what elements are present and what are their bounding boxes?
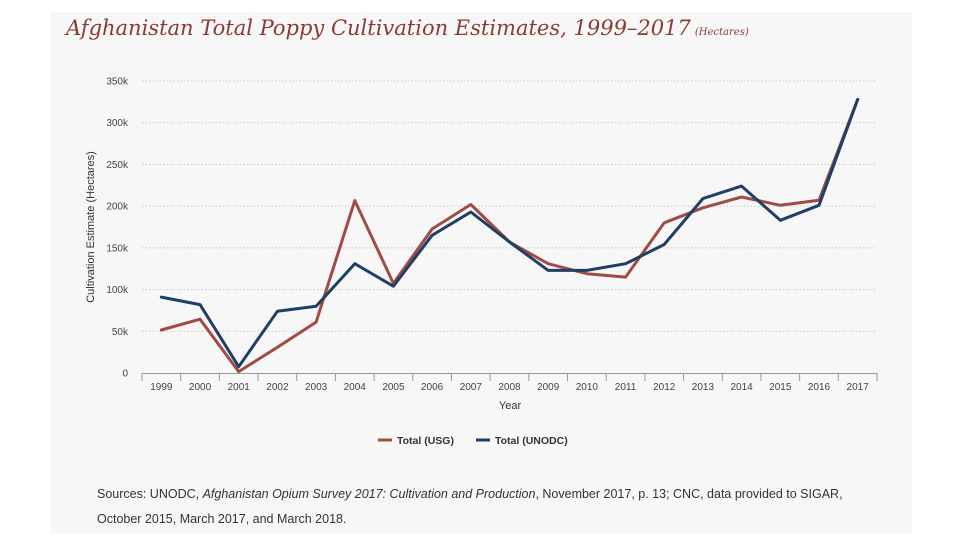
x-tick-label: 1999 [150, 382, 173, 393]
x-tick-label: 2001 [228, 382, 251, 393]
y-tick-label: 100k [106, 285, 129, 296]
y-tick-label: 50k [112, 327, 129, 338]
x-tick-label: 2009 [537, 382, 560, 393]
x-tick-label: 2014 [730, 382, 753, 393]
x-axis: 1999 2000 2001 2002 2003 2004 2005 2006 2007 2008… [141, 373, 878, 393]
y-tick-label: 0 [122, 369, 128, 380]
legend[interactable]: Total (USG) Total (UNODC) [378, 435, 568, 447]
chart-panel [50, 12, 912, 534]
gridlines [142, 80, 877, 332]
x-tick-label: 2008 [498, 382, 521, 393]
x-tick-label: 2002 [266, 382, 289, 393]
chart-title-text: Afghanistan Total Poppy Cultivation Esti… [66, 16, 691, 40]
y-axis-ticks: 0 50k 100k 150k 200k 250k 300k 350k [106, 77, 129, 380]
x-tick-label: 2012 [653, 382, 676, 393]
legend-label: Total (UNODC) [495, 435, 568, 447]
series-lines [159, 97, 860, 374]
source-note: Sources: UNODC, Afghanistan Opium Survey… [97, 482, 857, 532]
x-tick-label: 2010 [576, 382, 599, 393]
legend-item[interactable]: Total (UNODC) [476, 435, 568, 447]
y-axis-title: Cultivation Estimate (Hectares) [85, 151, 97, 303]
chart-title: Afghanistan Total Poppy Cultivation Esti… [66, 16, 749, 40]
y-tick-label: 150k [106, 243, 129, 254]
source-prefix: Sources: UNODC, [97, 487, 203, 501]
series-line-unodc [159, 97, 860, 369]
x-tick-label: 2017 [847, 382, 870, 393]
legend-item[interactable]: Total (USG) [378, 435, 454, 447]
y-tick-label: 350k [106, 77, 129, 88]
x-tick-label: 2006 [421, 382, 444, 393]
x-tick-label: 2003 [305, 382, 328, 393]
series-line-usg [159, 97, 860, 374]
source-title: Afghanistan Opium Survey 2017: Cultivati… [202, 487, 536, 501]
y-tick-label: 200k [106, 202, 129, 213]
x-tick-label: 2005 [382, 382, 405, 393]
x-tick-label: 2011 [615, 382, 637, 393]
source-suffix: , November 2017, p. 13; CNC, data provid… [97, 487, 843, 526]
x-tick-label: 2004 [344, 382, 367, 393]
x-tick-label: 2013 [692, 382, 715, 393]
x-tick-label: 2016 [808, 382, 831, 393]
legend-label: Total (USG) [397, 435, 454, 447]
x-tick-label: 2000 [189, 382, 212, 393]
x-tick-label: 2007 [460, 382, 483, 393]
y-tick-label: 250k [106, 160, 129, 171]
y-tick-label: 300k [106, 118, 129, 129]
chart-title-unit: (Hectares) [694, 27, 749, 38]
x-tick-label: 2015 [769, 382, 792, 393]
x-axis-title: Year [499, 400, 522, 412]
